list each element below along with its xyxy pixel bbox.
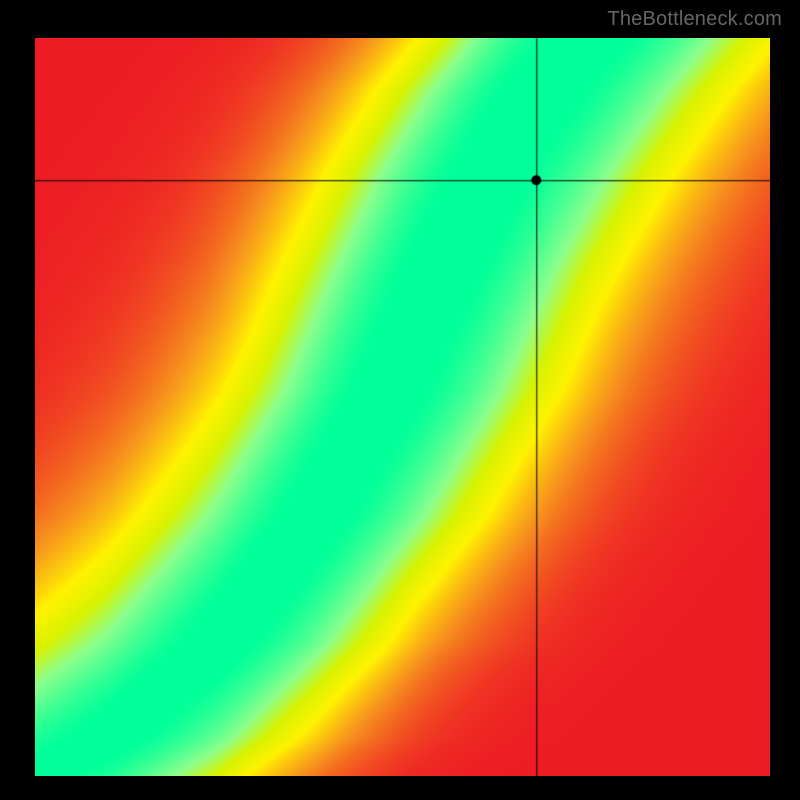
- watermark-text: TheBottleneck.com: [607, 8, 782, 31]
- heatmap-canvas: [35, 38, 770, 776]
- heatmap-plot: [35, 38, 770, 776]
